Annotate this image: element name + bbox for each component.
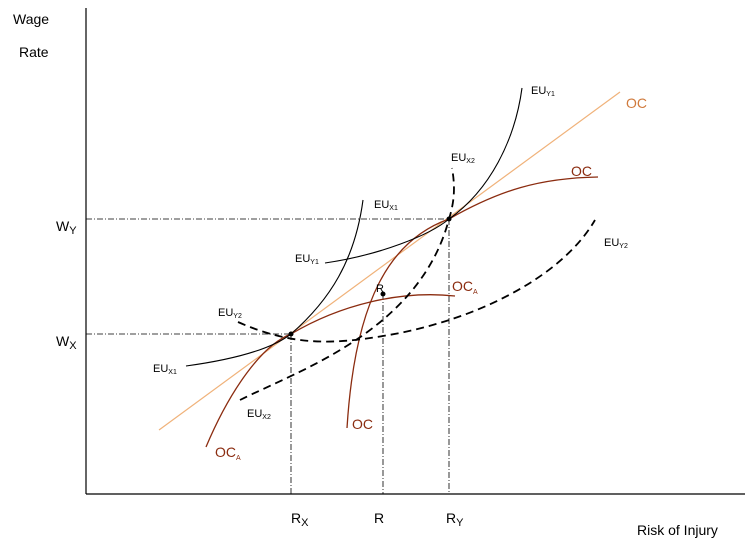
eux2-top-label: EUX2	[451, 152, 475, 165]
point-r-label: R	[376, 283, 384, 295]
r-label: R	[374, 510, 384, 526]
guide-lines	[86, 218, 450, 494]
oca-upper-label: OCA	[452, 278, 478, 296]
ry-label: RY	[446, 510, 464, 529]
solid-indifference-curves	[185, 87, 523, 367]
dashed-indifference-curves	[237, 167, 596, 401]
oc-line-label: OC	[626, 95, 647, 111]
y-axis-title-line1: Wage	[13, 11, 49, 27]
oc-straight-line	[158, 91, 621, 431]
y-axis-title-line2: Rate	[19, 44, 49, 60]
oc-upper-curve	[346, 176, 599, 429]
eux2-bottom-label: EUX2	[247, 408, 271, 421]
rx-label: RX	[291, 510, 309, 529]
point-x	[288, 331, 294, 337]
eux1-top-label: EUX1	[374, 199, 398, 212]
oca-lower-label: OCA	[215, 444, 241, 462]
offer-curves	[205, 176, 599, 448]
euy2-curve	[237, 219, 596, 343]
wx-label: WX	[56, 333, 77, 352]
point-y	[446, 216, 452, 222]
x-axis-title: Risk of Injury	[637, 522, 718, 538]
oc-lower-label: OC	[352, 416, 373, 432]
wy-label: WY	[56, 218, 77, 237]
eux2-curve	[239, 167, 455, 401]
point-r	[380, 291, 386, 297]
oca-lower-curve	[205, 294, 456, 448]
oc-upper-label: OC	[571, 163, 592, 179]
euy2-right-label: EUY2	[604, 237, 628, 250]
euy1-mid-label: EUY1	[295, 253, 319, 266]
eux1-curve	[185, 199, 364, 367]
euy2-left-label: EUY2	[218, 307, 242, 320]
eux1-bottom-label: EUX1	[153, 363, 177, 376]
euy1-top-label: EUY1	[531, 85, 555, 98]
